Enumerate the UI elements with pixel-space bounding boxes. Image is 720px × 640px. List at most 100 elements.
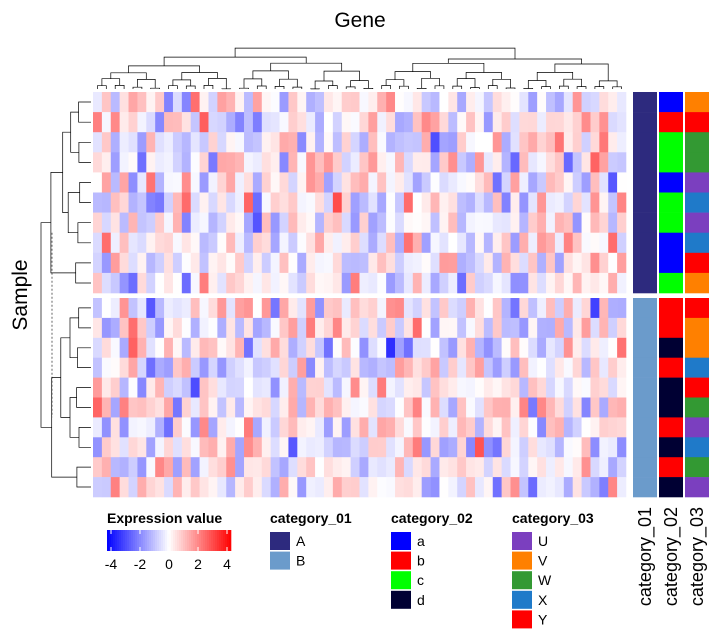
heatmap-cell [350, 212, 360, 233]
heatmap-cell [359, 192, 369, 213]
heatmap-cell [448, 337, 458, 358]
heatmap-cell [412, 92, 422, 113]
heatmap-cell [128, 417, 138, 438]
heatmap-cell [368, 317, 378, 339]
heatmap-cell [519, 477, 529, 498]
heatmap-cell [519, 112, 529, 133]
heatmap-cell [244, 397, 254, 418]
heatmap-cell [235, 397, 245, 418]
heatmap-cell [119, 192, 129, 213]
heatmap-cell [137, 112, 147, 133]
annotation-cell-category-02 [659, 212, 683, 233]
color-bar-segment [213, 530, 216, 551]
heatmap-cell [386, 112, 396, 133]
heatmap-cell [368, 417, 378, 438]
heatmap-cell [403, 152, 414, 173]
heatmap-cell [208, 112, 218, 133]
annotation-cell-category-03 [685, 232, 709, 254]
heatmap-cell [172, 417, 183, 438]
heatmap-cell [546, 172, 556, 193]
heatmap-cell [546, 397, 556, 418]
column-dendrogram-branch [132, 86, 143, 89]
heatmap-cell [217, 92, 227, 113]
heatmap-cell [315, 477, 325, 498]
heatmap-cell [466, 417, 476, 438]
heatmap-cell [155, 192, 165, 213]
heatmap-cell [101, 377, 112, 398]
heatmap-cell [554, 457, 565, 478]
heatmap-cell [199, 232, 209, 254]
annotation-cell-category-01 [633, 457, 657, 478]
heatmap-cell [368, 377, 378, 398]
annotation-cell-category-03 [685, 212, 709, 233]
heatmap-cell [332, 252, 343, 274]
legend-swatch [512, 551, 532, 570]
heatmap-cell [208, 437, 218, 458]
heatmap-cell [252, 112, 263, 133]
heatmap-cell [483, 212, 494, 233]
color-bar-segment [107, 530, 110, 551]
heatmap-cell [546, 232, 556, 254]
heatmap-cell [252, 357, 263, 378]
annotation-cell-category-02 [659, 397, 683, 418]
annotation-cell-category-02 [659, 317, 683, 339]
column-dendrogram-branch [270, 62, 343, 72]
heatmap-cell [155, 317, 165, 339]
heatmap-cell [172, 397, 183, 418]
annotation-cell-category-02 [659, 132, 683, 153]
heatmap-cell [590, 272, 600, 294]
heatmap-cell [608, 377, 618, 398]
heatmap-cell [537, 172, 547, 193]
color-bar-segment [189, 530, 192, 551]
annotation-cell-category-02 [659, 477, 683, 498]
heatmap-cell [572, 272, 582, 294]
heatmap-cell [546, 112, 556, 133]
heatmap-cell [128, 317, 138, 339]
heatmap-cell [448, 457, 458, 478]
heatmap-cell [217, 252, 227, 274]
heatmap-cell [155, 337, 165, 358]
heatmap-cell [93, 437, 103, 458]
heatmap-cell [377, 192, 387, 213]
heatmap-cell [581, 252, 591, 274]
heatmap-cell [359, 477, 369, 498]
color-bar-segment [133, 530, 136, 551]
heatmap-cell [244, 417, 254, 438]
color-bar-segment [135, 530, 138, 551]
heatmap-cell [350, 477, 360, 498]
heatmap-cell [137, 132, 147, 153]
heatmap-cell [510, 92, 520, 113]
annotation-cell-category-03 [685, 252, 709, 274]
heatmap-cell [128, 212, 138, 233]
heatmap-cell [315, 337, 325, 358]
heatmap-cell [261, 232, 271, 254]
heatmap-cell [466, 232, 476, 254]
heatmap-cell [315, 112, 325, 133]
heatmap-cell [359, 152, 369, 173]
heatmap-cell [501, 397, 511, 418]
heatmap-cell [164, 417, 174, 438]
heatmap-cell [93, 132, 103, 153]
heatmap-cell [466, 357, 476, 378]
heatmap-cell [297, 397, 307, 418]
heatmap-cell [155, 397, 165, 418]
heatmap-cell [119, 417, 129, 438]
heatmap-cell [483, 337, 494, 358]
heatmap-cell [172, 232, 183, 254]
legend-label: X [538, 592, 548, 608]
heatmap-cell [252, 298, 263, 319]
heatmap-cell [528, 112, 538, 133]
heatmap-cell [270, 317, 280, 339]
heatmap-cell [439, 152, 449, 173]
column-dendrogram-branch [114, 85, 125, 89]
heatmap-cell [155, 92, 165, 113]
color-bar-tick-label: 2 [194, 556, 202, 572]
heatmap-cell [581, 317, 591, 339]
heatmap-cell [279, 377, 289, 398]
heatmap-cell [252, 417, 263, 438]
heatmap-cell [323, 298, 334, 319]
heatmap-cell [448, 92, 458, 113]
heatmap-cell [501, 132, 511, 153]
heatmap-cell [93, 192, 103, 213]
heatmap-cell [252, 397, 263, 418]
